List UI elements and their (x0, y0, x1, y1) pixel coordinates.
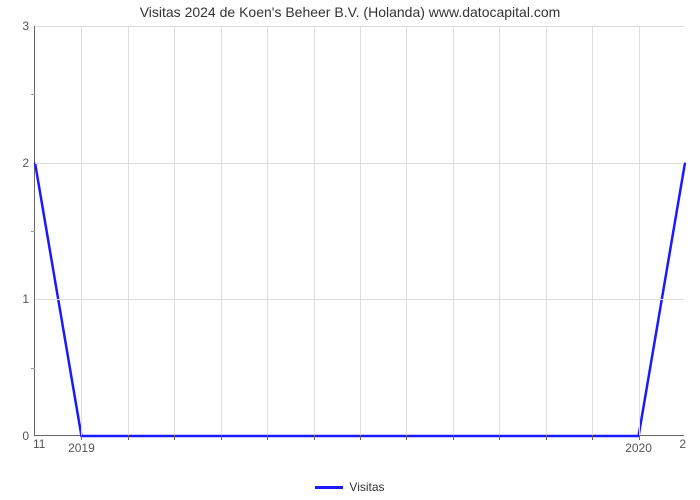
x-tick-mark (499, 435, 500, 440)
x-tick-label: 2020 (625, 441, 652, 455)
legend-swatch (315, 486, 343, 489)
y-tick-label: 0 (22, 429, 29, 443)
x-tick-mark (267, 435, 268, 440)
plot-area: 012320192020112 (34, 26, 684, 436)
y-tick-label: 2 (22, 156, 29, 170)
grid-line-vertical (546, 26, 547, 435)
grid-line-vertical (453, 26, 454, 435)
x-tick-mark (453, 435, 454, 440)
grid-line-vertical (174, 26, 175, 435)
x-tick-mark (128, 435, 129, 440)
y-tick-label: 1 (22, 292, 29, 306)
x-tick-mark (639, 435, 640, 440)
y-minor-tick (31, 94, 35, 95)
x-tick-mark (221, 435, 222, 440)
x-tick-mark (546, 435, 547, 440)
grid-line-vertical (360, 26, 361, 435)
legend-label: Visitas (349, 480, 384, 494)
chart-legend: Visitas (0, 480, 700, 494)
chart-title: Visitas 2024 de Koen's Beheer B.V. (Hola… (0, 4, 700, 20)
x-tick-mark (174, 435, 175, 440)
x-tick-mark (592, 435, 593, 440)
grid-line-vertical (81, 26, 82, 435)
y-minor-tick (31, 368, 35, 369)
chart-container: Visitas 2024 de Koen's Beheer B.V. (Hola… (0, 0, 700, 500)
grid-line-vertical (128, 26, 129, 435)
grid-line-vertical (639, 26, 640, 435)
x-tick-label: 2019 (68, 441, 95, 455)
y-minor-tick (31, 231, 35, 232)
grid-line-vertical (406, 26, 407, 435)
y-tick-label: 3 (22, 19, 29, 33)
x-tick-mark (406, 435, 407, 440)
grid-line-vertical (267, 26, 268, 435)
grid-line-vertical (592, 26, 593, 435)
x-tick-mark (81, 435, 82, 440)
x-corner-left-label: 11 (33, 437, 45, 451)
x-tick-mark (314, 435, 315, 440)
x-corner-right-label: 2 (679, 437, 686, 451)
grid-line-vertical (221, 26, 222, 435)
x-tick-mark (360, 435, 361, 440)
grid-line-vertical (499, 26, 500, 435)
grid-line-vertical (314, 26, 315, 435)
